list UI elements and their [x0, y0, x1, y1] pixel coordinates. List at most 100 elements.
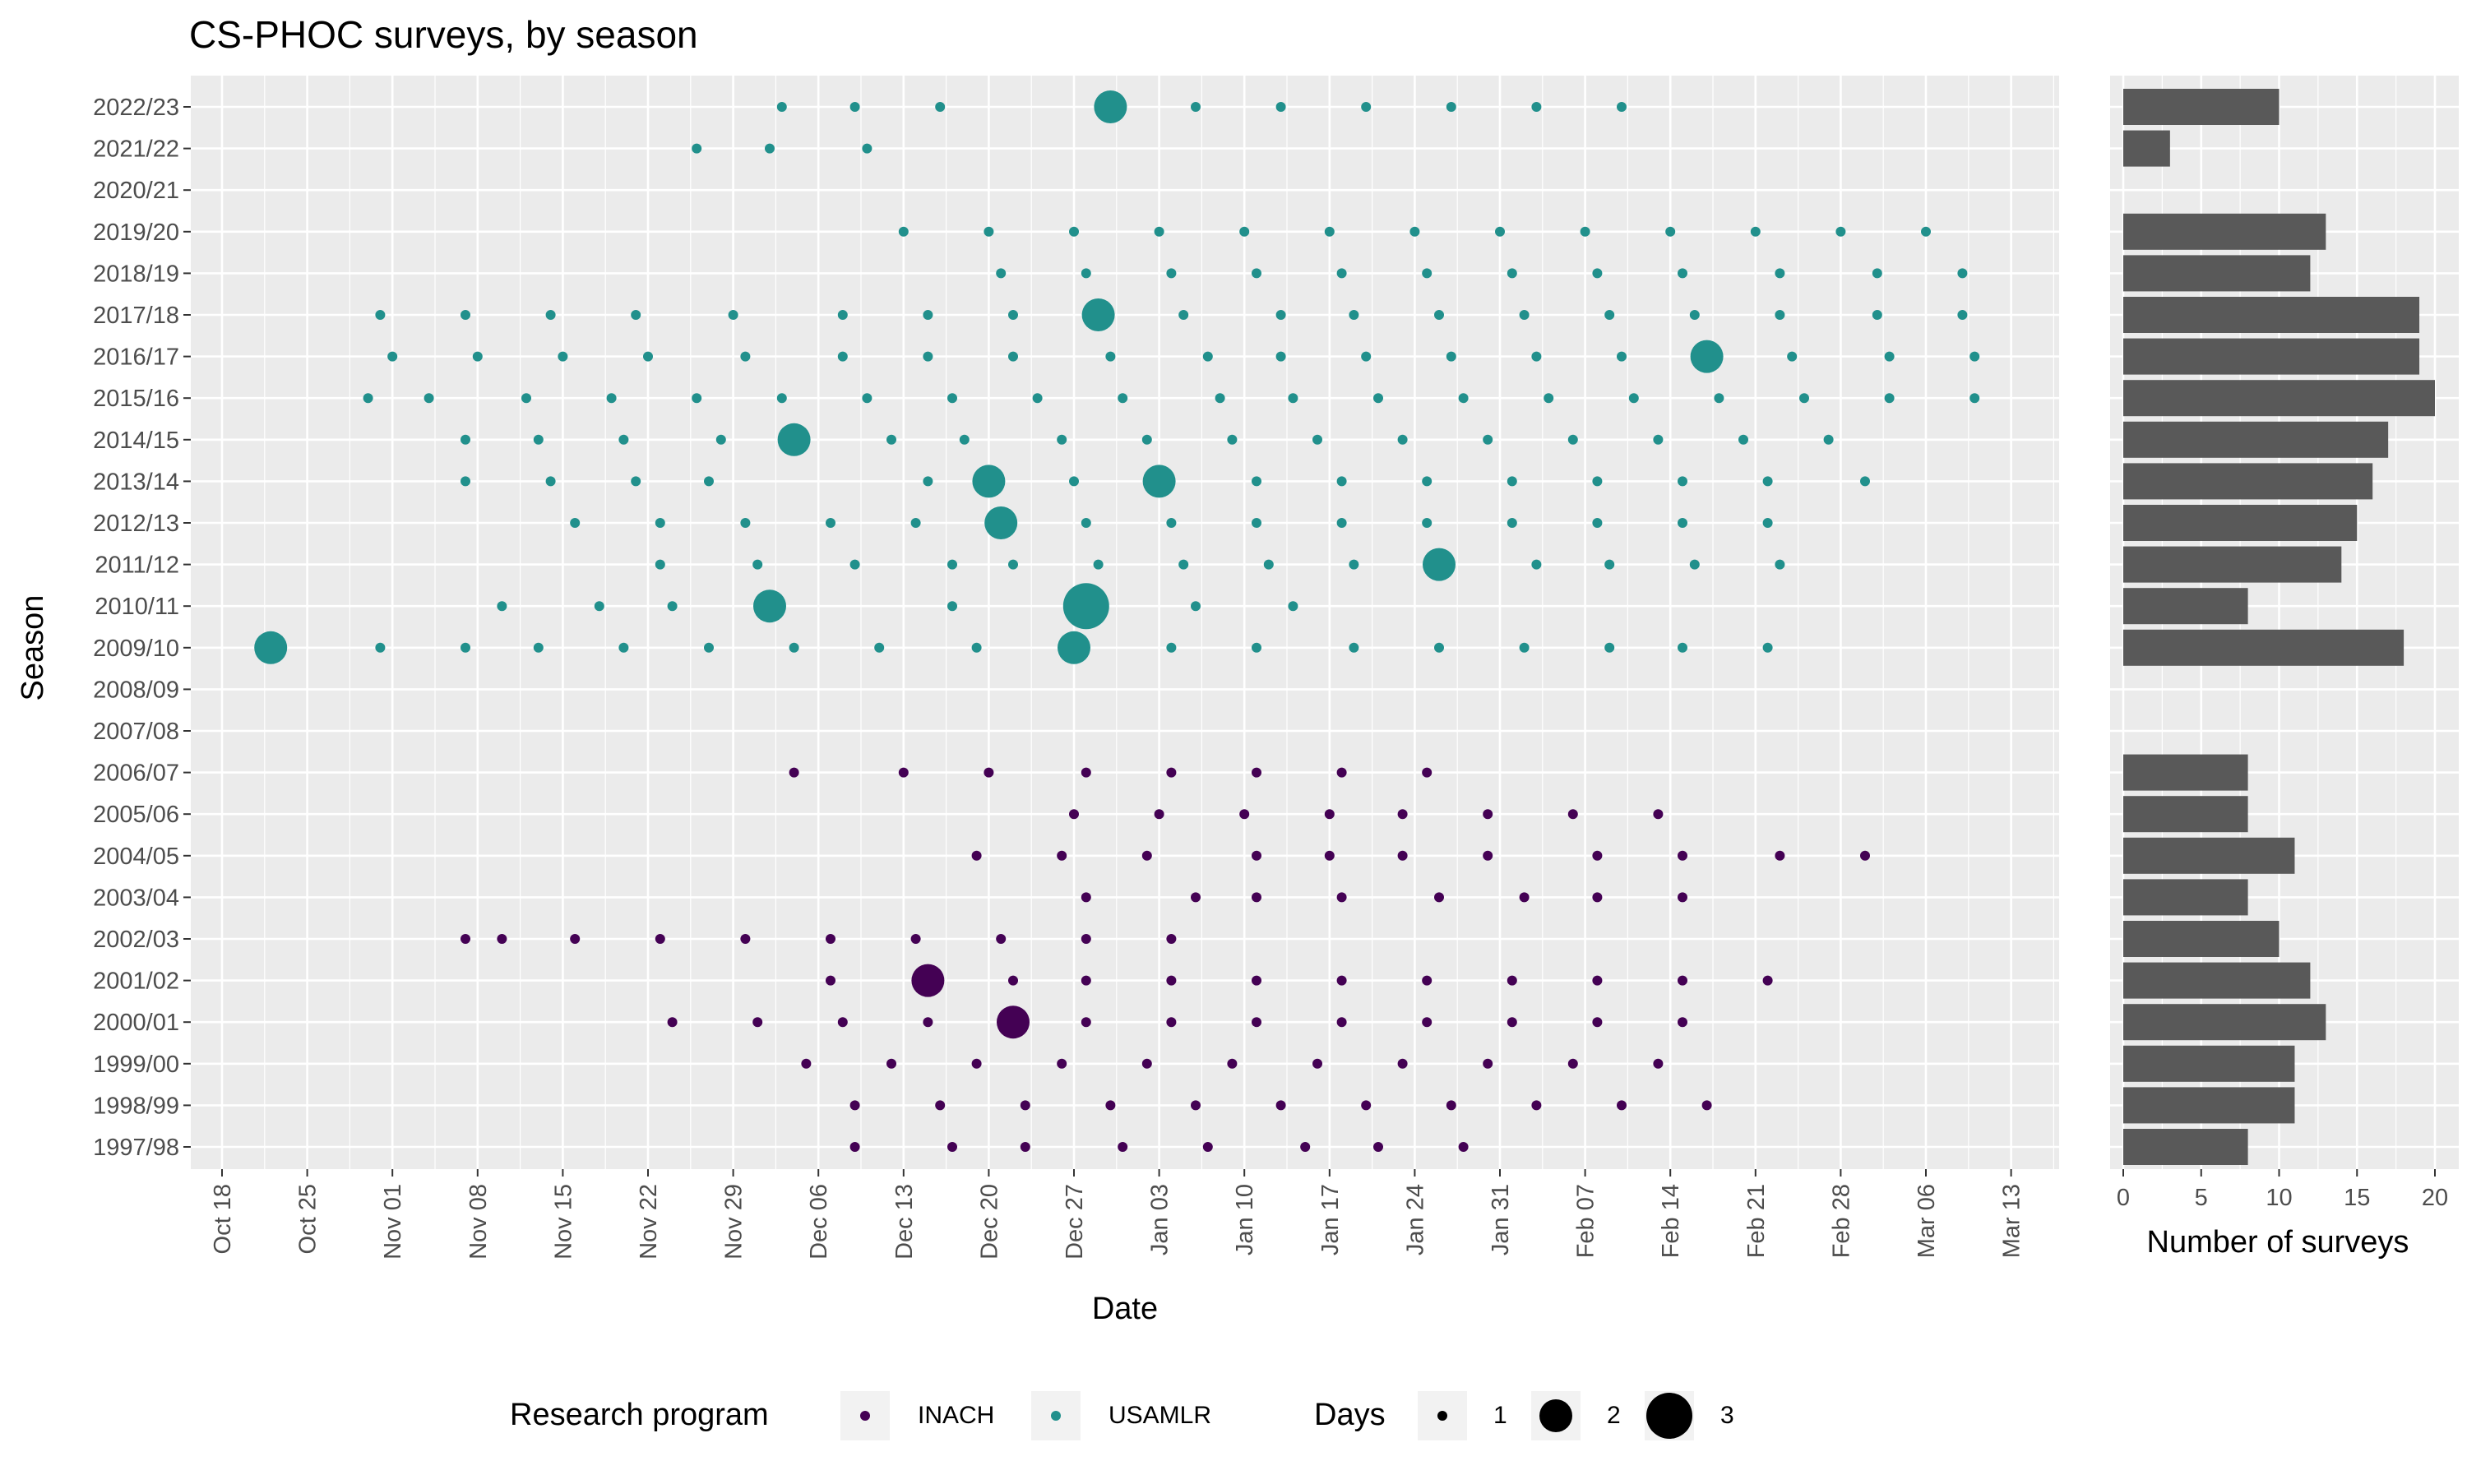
data-point-usamlr: [740, 518, 751, 528]
data-point-usamlr: [1062, 583, 1109, 630]
data-point-inach: [997, 1006, 1030, 1039]
bar-x-tick-label: 10: [2266, 1185, 2292, 1211]
data-point-inach: [1191, 892, 1201, 903]
data-point-inach: [1701, 1100, 1712, 1111]
data-point-usamlr: [1531, 351, 1542, 362]
bar: [2123, 1129, 2248, 1165]
data-point-inach: [1324, 809, 1335, 820]
y-tick-label: 2006/07: [93, 760, 179, 787]
x-tick-label: Dec 27: [1062, 1184, 1088, 1260]
data-point-usamlr: [1263, 559, 1274, 570]
data-point-usamlr: [984, 226, 994, 237]
data-point-inach: [1336, 975, 1347, 986]
data-point-inach: [849, 1142, 860, 1152]
data-point-usamlr: [1604, 642, 1615, 653]
data-point-usamlr: [935, 102, 946, 112]
y-tick-label: 2017/18: [93, 303, 179, 329]
data-point-inach: [911, 964, 945, 997]
data-point-usamlr: [1118, 393, 1128, 404]
data-point-inach: [461, 934, 470, 944]
data-point-usamlr: [1069, 476, 1079, 487]
data-point-usamlr: [1154, 226, 1164, 237]
data-point-inach: [1361, 1100, 1372, 1111]
data-point-inach: [1653, 809, 1664, 820]
data-point-usamlr: [1678, 642, 1687, 653]
data-point-inach: [971, 1058, 982, 1069]
legend-size-key: [1646, 1393, 1692, 1439]
data-point-inach: [1057, 850, 1067, 861]
data-point-inach: [1020, 1142, 1030, 1152]
y-tick-label: 1997/98: [93, 1135, 179, 1161]
legend: Research program INACH USAMLR Days 1 2 3: [510, 1391, 1734, 1440]
data-point-usamlr: [1483, 434, 1493, 445]
data-point-inach: [1483, 1058, 1493, 1069]
data-point-usamlr: [424, 393, 434, 404]
data-point-inach: [849, 1100, 860, 1111]
data-point-inach: [1678, 975, 1687, 986]
data-point-usamlr: [461, 642, 470, 653]
y-tick-label: 1999/00: [93, 1052, 179, 1078]
bar: [2123, 213, 2326, 250]
data-point-inach: [1300, 1142, 1311, 1152]
data-point-inach: [1081, 975, 1091, 986]
data-point-usamlr: [1835, 226, 1846, 237]
data-point-usamlr: [1105, 351, 1116, 362]
bar: [2123, 879, 2248, 916]
bar: [2123, 338, 2420, 375]
data-point-usamlr: [1058, 631, 1090, 664]
data-point-usamlr: [1507, 518, 1517, 528]
data-point-inach: [1336, 1017, 1347, 1028]
bar: [2123, 921, 2280, 957]
data-point-usamlr: [1775, 268, 1785, 279]
y-tick-label: 2021/22: [93, 136, 179, 163]
data-point-inach: [1762, 975, 1773, 986]
data-point-usamlr: [521, 393, 531, 404]
data-point-usamlr: [461, 310, 470, 320]
data-point-inach: [1252, 767, 1261, 778]
data-point-usamlr: [1178, 310, 1189, 320]
data-point-usamlr: [898, 226, 909, 237]
data-point-usamlr: [959, 434, 970, 445]
bar-x-tick-label: 0: [2117, 1185, 2130, 1211]
data-point-usamlr: [1166, 642, 1177, 653]
y-tick-label: 2022/23: [93, 95, 179, 121]
data-point-inach: [655, 934, 665, 944]
data-point-inach: [898, 767, 909, 778]
data-point-inach: [1397, 1058, 1408, 1069]
data-point-usamlr: [1336, 518, 1347, 528]
data-point-usamlr: [1409, 226, 1420, 237]
y-tick-label: 2004/05: [93, 844, 179, 870]
data-point-inach: [1252, 892, 1261, 903]
data-point-usamlr: [1860, 476, 1870, 487]
data-point-usamlr: [1275, 102, 1286, 112]
x-tick-label: Nov 22: [636, 1184, 662, 1260]
data-point-usamlr: [1957, 310, 1968, 320]
y-tick-label: 2013/14: [93, 469, 179, 495]
legend-size-label: 1: [1493, 1402, 1507, 1429]
data-point-usamlr: [1434, 310, 1444, 320]
data-point-inach: [1239, 809, 1250, 820]
data-point-usamlr: [1872, 310, 1882, 320]
dot-plot-panel: Oct 18 Oct 25 Nov 01 Nov 08 Nov 15 Nov 22 Nov …: [93, 76, 2059, 1260]
data-point-inach: [789, 767, 799, 778]
legend-size-label: 3: [1720, 1402, 1734, 1429]
data-point-inach: [1081, 1017, 1091, 1028]
data-point-usamlr: [1665, 226, 1676, 237]
data-point-usamlr: [849, 559, 860, 570]
x-tick-label: Dec 13: [891, 1184, 918, 1260]
data-point-usamlr: [1288, 601, 1298, 612]
data-point-inach: [1860, 850, 1870, 861]
data-point-inach: [1434, 892, 1444, 903]
data-point-inach: [1567, 1058, 1578, 1069]
data-point-usamlr: [461, 476, 470, 487]
data-point-usamlr: [1057, 434, 1067, 445]
bar-x-tick-label: 20: [2422, 1185, 2448, 1211]
data-point-inach: [1422, 1017, 1433, 1028]
data-point-inach: [1678, 850, 1687, 861]
data-point-inach: [1446, 1100, 1456, 1111]
data-point-usamlr: [728, 310, 738, 320]
data-point-usamlr: [1507, 476, 1517, 487]
data-point-inach: [1057, 1058, 1067, 1069]
data-point-inach: [1567, 809, 1578, 820]
bar: [2123, 1087, 2295, 1124]
